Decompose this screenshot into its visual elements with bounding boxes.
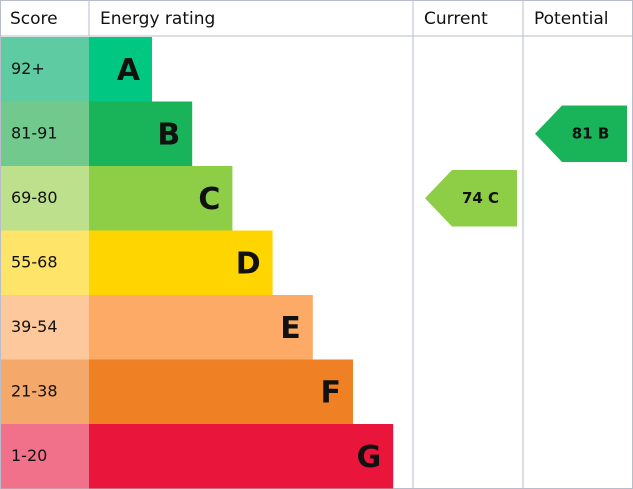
score-label: 92+	[11, 59, 45, 78]
rating-letter: E	[280, 311, 301, 346]
rating-bar	[89, 359, 353, 424]
score-cell	[1, 230, 89, 295]
score-cell	[1, 166, 89, 231]
score-label: 55-68	[11, 252, 58, 271]
score-cell	[1, 359, 89, 424]
score-cell	[1, 101, 89, 166]
arrow-label: 81 B	[572, 124, 610, 142]
header: Potential	[534, 9, 608, 29]
header: Energy rating	[100, 9, 215, 29]
rating-arrow	[535, 105, 627, 162]
rating-arrow	[425, 170, 517, 227]
score-label: 69-80	[11, 188, 58, 207]
rating-letter: G	[357, 440, 382, 475]
score-label: 21-38	[11, 381, 58, 400]
rating-letter: D	[236, 246, 261, 281]
score-label: 39-54	[11, 317, 58, 336]
rating-letter: F	[321, 375, 342, 410]
rating-bar	[89, 424, 394, 489]
arrow-label: 74 C	[462, 189, 499, 207]
rating-letter: B	[157, 117, 180, 152]
rating-letter: C	[198, 182, 220, 217]
header: Current	[424, 9, 488, 29]
header: Score	[10, 9, 58, 29]
rating-bar	[89, 166, 233, 231]
rating-letter: A	[117, 53, 141, 88]
rating-bar	[89, 295, 313, 360]
score-label: 1-20	[11, 446, 47, 465]
score-cell	[1, 37, 89, 102]
score-cell	[1, 424, 89, 489]
rating-bar	[89, 230, 273, 295]
rating-bar	[89, 101, 193, 166]
score-cell	[1, 295, 89, 360]
rating-bar	[89, 37, 152, 102]
score-label: 81-91	[11, 123, 58, 142]
